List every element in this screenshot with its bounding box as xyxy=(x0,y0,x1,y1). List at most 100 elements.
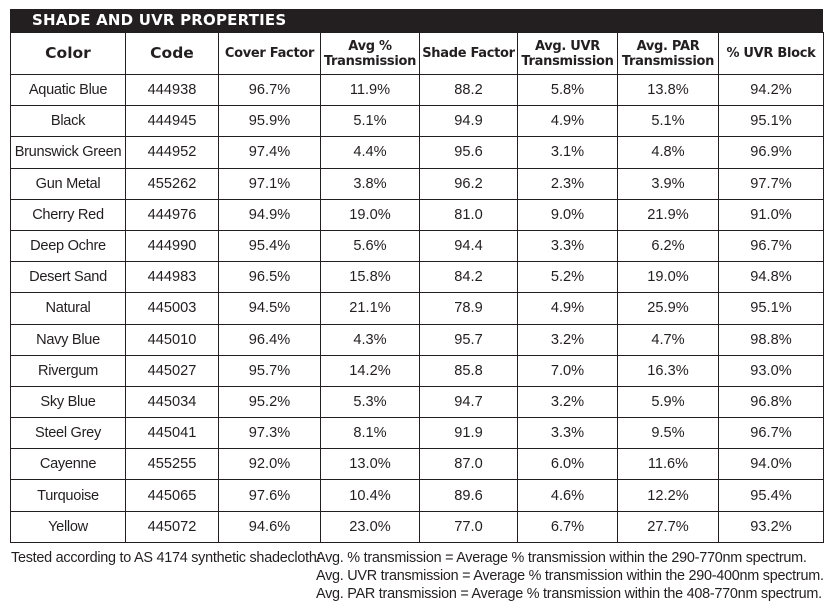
table-body: Aquatic Blue 444938 96.7% 11.9% 88.2 5.8% 13.8… xyxy=(10,73,824,543)
cell-shade-factor: 78.9 xyxy=(419,292,518,325)
cell-color: Desert Sand xyxy=(10,261,126,294)
cell-avg-par-transmission: 19.0% xyxy=(617,261,719,294)
cell-uvr-block: 95.1% xyxy=(718,292,824,325)
cell-avg-uvr-transmission: 6.7% xyxy=(517,510,618,543)
cell-code: 455262 xyxy=(125,167,219,200)
column-header-shade-factor: Shade Factor xyxy=(419,32,518,75)
cell-color: Steel Grey xyxy=(10,417,126,450)
cell-code: 444976 xyxy=(125,198,219,231)
cell-avg-uvr-transmission: 5.2% xyxy=(517,261,618,294)
column-header-cover-factor: Cover Factor xyxy=(218,32,321,75)
cell-shade-factor: 95.7 xyxy=(419,323,518,356)
cell-color: Gun Metal xyxy=(10,167,126,200)
cell-shade-factor: 87.0 xyxy=(419,448,518,481)
cell-shade-factor: 96.2 xyxy=(419,167,518,200)
cell-color: Natural xyxy=(10,292,126,325)
cell-uvr-block: 94.8% xyxy=(718,261,824,294)
cell-code: 445003 xyxy=(125,292,219,325)
cell-avg-uvr-transmission: 7.0% xyxy=(517,354,618,387)
cell-color: Black xyxy=(10,105,126,138)
cell-uvr-block: 96.7% xyxy=(718,417,824,450)
column-header-color: Color xyxy=(10,32,126,75)
footnote-uvr-transmission-definition: Avg. UVR transmission = Average % transm… xyxy=(316,568,824,584)
table-row: Black 444945 95.9% 5.1% 94.9 4.9% 5.1% 95.1% xyxy=(10,105,824,138)
cell-avg-transmission: 19.0% xyxy=(320,198,420,231)
cell-cover-factor: 95.9% xyxy=(218,105,321,138)
cell-avg-uvr-transmission: 9.0% xyxy=(517,198,618,231)
cell-shade-factor: 94.9 xyxy=(419,105,518,138)
cell-color: Cayenne xyxy=(10,448,126,481)
cell-avg-uvr-transmission: 4.6% xyxy=(517,479,618,512)
table-row: Desert Sand 444983 96.5% 15.8% 84.2 5.2% 19.0%… xyxy=(10,261,824,294)
table-row: Cayenne 455255 92.0% 13.0% 87.0 6.0% 11.6% 94.0… xyxy=(10,448,824,481)
table-row: Steel Grey 445041 97.3% 8.1% 91.9 3.3% 9.5% 96.… xyxy=(10,417,824,450)
cell-avg-transmission: 21.1% xyxy=(320,292,420,325)
cell-color: Cherry Red xyxy=(10,198,126,231)
cell-avg-par-transmission: 6.2% xyxy=(617,229,719,263)
cell-avg-uvr-transmission: 3.2% xyxy=(517,385,618,419)
cell-avg-par-transmission: 9.5% xyxy=(617,417,719,450)
cell-uvr-block: 94.2% xyxy=(718,73,824,107)
cell-avg-uvr-transmission: 3.3% xyxy=(517,229,618,263)
cell-avg-uvr-transmission: 4.9% xyxy=(517,105,618,138)
cell-avg-transmission: 5.3% xyxy=(320,385,420,419)
cell-uvr-block: 91.0% xyxy=(718,198,824,231)
cell-cover-factor: 97.1% xyxy=(218,167,321,200)
cell-avg-par-transmission: 25.9% xyxy=(617,292,719,325)
cell-uvr-block: 95.1% xyxy=(718,105,824,138)
cell-cover-factor: 94.9% xyxy=(218,198,321,231)
cell-cover-factor: 96.5% xyxy=(218,261,321,294)
cell-avg-par-transmission: 5.1% xyxy=(617,105,719,138)
cell-code: 445065 xyxy=(125,479,219,512)
cell-color: Rivergum xyxy=(10,354,126,387)
cell-avg-transmission: 15.8% xyxy=(320,261,420,294)
cell-avg-par-transmission: 3.9% xyxy=(617,167,719,200)
cell-uvr-block: 97.7% xyxy=(718,167,824,200)
cell-code: 444983 xyxy=(125,261,219,294)
cell-avg-par-transmission: 13.8% xyxy=(617,73,719,107)
cell-avg-transmission: 14.2% xyxy=(320,354,420,387)
cell-cover-factor: 94.5% xyxy=(218,292,321,325)
cell-uvr-block: 98.8% xyxy=(718,323,824,356)
footnote-definitions: Avg. % transmission = Average % transmis… xyxy=(316,549,824,603)
cell-cover-factor: 96.7% xyxy=(218,73,321,107)
cell-avg-transmission: 11.9% xyxy=(320,73,420,107)
cell-avg-transmission: 3.8% xyxy=(320,167,420,200)
column-header-avg-transmission: Avg % Transmission xyxy=(320,32,420,75)
cell-uvr-block: 96.8% xyxy=(718,385,824,419)
cell-code: 444952 xyxy=(125,136,219,169)
column-header-avg-par-transmission: Avg. PAR Transmission xyxy=(617,32,719,75)
cell-avg-transmission: 4.4% xyxy=(320,136,420,169)
cell-avg-transmission: 4.3% xyxy=(320,323,420,356)
cell-code: 445041 xyxy=(125,417,219,450)
table-row: Navy Blue 445010 96.4% 4.3% 95.7 3.2% 4.7% 98.8… xyxy=(10,323,824,356)
cell-shade-factor: 91.9 xyxy=(419,417,518,450)
cell-avg-par-transmission: 21.9% xyxy=(617,198,719,231)
cell-avg-uvr-transmission: 5.8% xyxy=(517,73,618,107)
table-title: SHADE AND UVR PROPERTIES xyxy=(10,9,823,32)
cell-avg-transmission: 23.0% xyxy=(320,510,420,543)
column-header-code: Code xyxy=(125,32,219,75)
cell-code: 445027 xyxy=(125,354,219,387)
cell-color: Yellow xyxy=(10,510,126,543)
cell-shade-factor: 94.7 xyxy=(419,385,518,419)
cell-color: Navy Blue xyxy=(10,323,126,356)
cell-shade-factor: 89.6 xyxy=(419,479,518,512)
cell-avg-transmission: 8.1% xyxy=(320,417,420,450)
cell-color: Aquatic Blue xyxy=(10,73,126,107)
cell-cover-factor: 97.4% xyxy=(218,136,321,169)
cell-avg-transmission: 13.0% xyxy=(320,448,420,481)
cell-code: 444945 xyxy=(125,105,219,138)
table-row: Rivergum 445027 95.7% 14.2% 85.8 7.0% 16.3% 93.… xyxy=(10,354,824,387)
cell-shade-factor: 77.0 xyxy=(419,510,518,543)
cell-shade-factor: 85.8 xyxy=(419,354,518,387)
cell-avg-par-transmission: 5.9% xyxy=(617,385,719,419)
cell-uvr-block: 93.0% xyxy=(718,354,824,387)
cell-color: Turquoise xyxy=(10,479,126,512)
cell-uvr-block: 94.0% xyxy=(718,448,824,481)
table-row: Aquatic Blue 444938 96.7% 11.9% 88.2 5.8% 13.8… xyxy=(10,73,824,107)
cell-avg-uvr-transmission: 6.0% xyxy=(517,448,618,481)
cell-uvr-block: 95.4% xyxy=(718,479,824,512)
cell-cover-factor: 95.7% xyxy=(218,354,321,387)
cell-shade-factor: 84.2 xyxy=(419,261,518,294)
